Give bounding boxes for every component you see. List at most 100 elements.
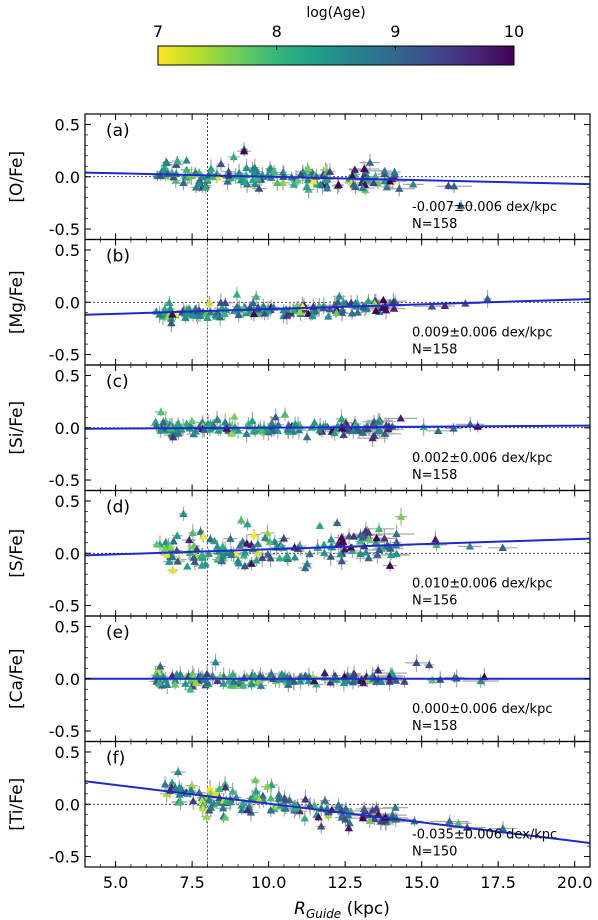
- data-point: [304, 164, 313, 172]
- data-point: [337, 414, 346, 422]
- data-point: [203, 175, 212, 183]
- data-point: [210, 536, 219, 545]
- y-axis-label: [Si/Fe]: [7, 401, 27, 455]
- data-point: [338, 810, 347, 818]
- data-point: [169, 537, 178, 545]
- fit-line: [85, 424, 590, 430]
- y-axis-label: [Ti/Fe]: [7, 778, 27, 831]
- data-point: [385, 677, 394, 685]
- panel-f: 0.5 0.0 -0.5 [Ti/Fe] (f) -0.035±0.006 dex/kpc…: [7, 740, 591, 868]
- data-point: [350, 165, 360, 173]
- data-point: [216, 159, 226, 168]
- data-point: [190, 557, 199, 565]
- y-tick-label: 0.0: [55, 795, 80, 814]
- panel-a: 0.5 0.0 -0.5 [O/Fe] (a) -0.007±0.006 dex/kpc N…: [7, 113, 591, 241]
- n-annotation: N=158: [412, 468, 457, 483]
- data-point: [215, 784, 224, 792]
- data-point: [173, 156, 182, 165]
- panel-label: (b): [106, 247, 130, 267]
- data-point: [168, 671, 177, 679]
- data-point: [322, 184, 332, 192]
- data-point: [253, 174, 262, 182]
- data-point: [335, 292, 344, 300]
- x-tick-label: 5.0: [103, 873, 128, 892]
- y-axis-label: [O/Fe]: [7, 151, 27, 203]
- data-point: [341, 815, 350, 823]
- data-point: [296, 677, 305, 685]
- x-tick-label: 7.5: [179, 873, 204, 892]
- data-point: [171, 176, 180, 184]
- data-point: [345, 819, 354, 827]
- data-point: [278, 178, 288, 186]
- data-point: [221, 783, 230, 791]
- data-point: [308, 311, 317, 320]
- data-point: [166, 304, 175, 313]
- data-point: [360, 164, 369, 173]
- slope-annotation: -0.035±0.006 dex/kpc: [412, 828, 557, 843]
- data-point: [389, 304, 399, 312]
- n-annotation: N=158: [412, 719, 457, 734]
- data-point: [179, 178, 188, 187]
- data-point: [252, 556, 261, 564]
- panel-label: (c): [106, 372, 129, 392]
- data-point: [191, 304, 200, 313]
- data-point: [334, 800, 343, 809]
- fit-line: [85, 537, 590, 557]
- data-point: [265, 163, 275, 172]
- data-point: [412, 658, 421, 667]
- data-point: [258, 791, 268, 800]
- data-point: [295, 307, 305, 316]
- data-point: [281, 804, 290, 812]
- data-point: [315, 521, 325, 530]
- fit-line: [85, 780, 590, 844]
- markers: [151, 407, 483, 442]
- data-point: [289, 305, 298, 314]
- data-point: [336, 549, 345, 558]
- data-point: [369, 178, 378, 187]
- colorbar-tick-label: 9: [390, 22, 400, 41]
- data-point: [274, 790, 284, 798]
- x-tick-labels: 5.0 7.5 10.0 12.5 15.0 17.5 20.0: [103, 873, 593, 892]
- data-point: [375, 425, 384, 434]
- data-point: [250, 425, 259, 433]
- data-point: [228, 670, 238, 678]
- data-point: [359, 804, 369, 813]
- data-point: [240, 561, 249, 570]
- data-point: [220, 309, 229, 318]
- data-point: [172, 160, 181, 168]
- data-point: [382, 182, 392, 191]
- data-point: [165, 298, 174, 306]
- y-tick-label: -0.5: [49, 220, 80, 239]
- data-point: [392, 529, 401, 538]
- data-point: [311, 306, 320, 315]
- data-point: [373, 666, 383, 674]
- data-points: [149, 653, 500, 695]
- data-point: [317, 822, 326, 830]
- data-point: [250, 179, 260, 188]
- data-point: [269, 166, 279, 175]
- data-point: [290, 553, 300, 561]
- data-point: [187, 416, 197, 425]
- data-point: [191, 168, 200, 176]
- data-point: [256, 672, 265, 680]
- data-point: [236, 516, 246, 524]
- x-tick-label: 20.0: [557, 873, 593, 892]
- data-point: [206, 164, 216, 172]
- data-point: [368, 433, 377, 442]
- colorbar-ticks: 7 8 9 10: [153, 22, 524, 50]
- data-point: [303, 175, 313, 184]
- data-point: [395, 184, 404, 192]
- data-point: [239, 681, 248, 689]
- data-point: [170, 680, 180, 688]
- data-point: [386, 544, 395, 552]
- data-point: [319, 540, 329, 548]
- data-point: [370, 814, 379, 823]
- data-point: [156, 407, 166, 416]
- data-point: [340, 672, 349, 680]
- data-point: [220, 418, 230, 426]
- data-point: [320, 548, 329, 556]
- slope-annotation: 0.002±0.006 dex/kpc: [412, 451, 552, 466]
- slope-annotation: 0.009±0.006 dex/kpc: [412, 326, 552, 341]
- data-point: [250, 671, 260, 679]
- data-point: [339, 430, 348, 439]
